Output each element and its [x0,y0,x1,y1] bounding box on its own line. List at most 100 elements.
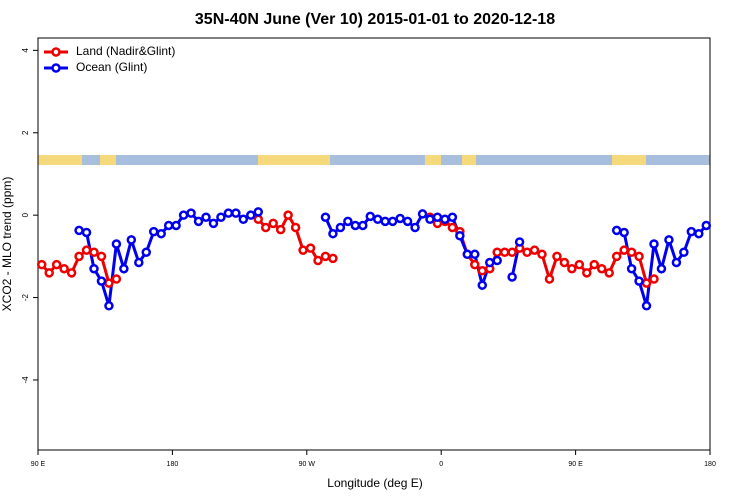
point [111,239,122,249]
point [335,222,346,233]
point [223,208,234,218]
point [499,247,510,257]
point [81,245,92,255]
point [611,225,622,236]
point [656,263,667,274]
y-tick-label: 0 [21,212,30,217]
point [596,263,607,274]
x-tick-label: 0 [439,461,443,468]
point [44,268,54,278]
point [343,216,353,227]
point [111,274,122,284]
point [104,278,114,288]
point [141,247,152,257]
point [522,247,532,257]
point [507,272,517,282]
point [89,263,99,274]
y-axis-label: XCO2 - MLO trend (ppm) [0,177,14,312]
point [313,255,323,266]
point [275,224,286,235]
point [186,208,196,218]
point [694,228,704,239]
point [649,274,659,284]
point [477,266,488,276]
point [36,259,47,270]
point [395,213,405,224]
point [66,268,77,278]
point [328,253,338,264]
point [679,247,689,257]
point [171,220,181,231]
point [372,214,383,225]
point [104,301,114,311]
legend-marker [51,63,61,73]
x-axis-label: Longitude (deg E) [327,476,422,490]
point [604,268,614,278]
point [253,207,264,217]
point [305,243,316,253]
point [268,218,278,229]
point [641,301,652,311]
point [649,239,659,249]
point [619,245,629,255]
map-strip [38,155,710,165]
point [320,212,331,222]
point [119,263,129,274]
y-tick-label: -2 [21,293,30,301]
point [231,208,241,218]
point [447,212,458,222]
point [611,251,622,262]
point [290,222,301,233]
point [365,211,376,222]
x-tick-label: 180 [704,461,716,468]
point [470,259,480,270]
point [96,276,107,286]
point [74,225,84,236]
point [134,257,144,268]
point [582,268,592,278]
point [96,251,107,262]
point [634,251,644,262]
point [492,247,502,257]
point [81,227,92,238]
point [328,228,338,239]
point [59,263,69,274]
point [417,209,428,219]
y-tick-label: 4 [21,48,30,53]
point [74,251,84,262]
point [537,249,547,260]
point [208,218,219,229]
point [178,210,189,220]
point [410,222,420,233]
point [462,249,473,260]
point [387,216,398,227]
point [148,226,159,237]
legend-label: Land (Nadir&Glint) [76,44,175,58]
point [253,214,264,225]
point [641,278,652,288]
point [507,247,517,257]
legend-marker [51,47,61,57]
point [447,222,458,233]
point [246,210,256,220]
point [626,263,637,274]
point [163,220,174,231]
point [193,216,204,227]
point [686,226,697,237]
point [358,220,368,231]
point [440,214,450,225]
point [470,249,480,260]
point [514,237,525,247]
point [432,212,443,222]
point [380,216,390,227]
point [701,220,712,231]
point [201,212,211,222]
x-tick-label: 90 E [31,461,46,468]
y-tick-label: -4 [21,376,30,384]
point [298,245,308,255]
point [589,259,600,270]
point [574,259,585,270]
chart-title: 35N-40N June (Ver 10) 2015-01-01 to 2020… [195,11,555,28]
point [619,227,629,238]
